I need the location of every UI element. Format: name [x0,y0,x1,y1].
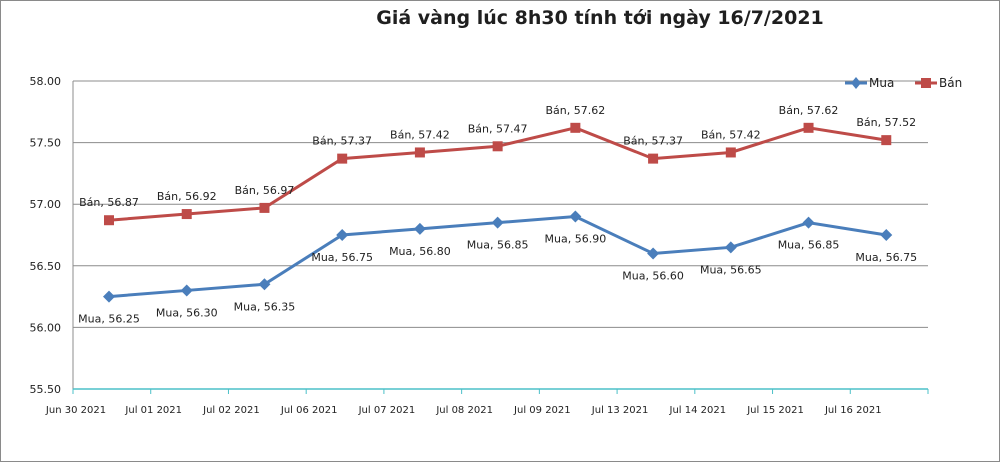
y-tick-label: 55.50 [30,383,62,396]
data-label: Bán, 57.37 [312,135,372,148]
data-label: Mua, 56.85 [467,239,529,252]
data-point [180,284,193,297]
data-label: Bán, 57.62 [545,104,605,117]
x-tick-label: Jul 06 2021 [280,405,338,416]
data-point [569,210,582,223]
data-point [647,247,660,260]
data-point [648,153,659,164]
data-point [413,222,426,235]
data-point [803,122,814,133]
y-tick-label: 56.00 [30,321,62,334]
x-tick-label: Jul 15 2021 [746,405,804,416]
y-tick-label: 57.50 [30,137,62,150]
data-label: Mua, 56.85 [778,239,840,252]
data-point [570,122,581,133]
data-label: Bán, 56.92 [157,190,217,203]
x-tick-label: Jul 08 2021 [435,405,493,416]
data-point [802,216,815,229]
legend-label: Bán [939,76,962,90]
data-label: Bán, 57.42 [390,128,450,141]
data-label: Mua, 56.65 [700,263,762,276]
data-label: Mua, 56.60 [622,269,684,282]
data-label: Bán, 57.42 [701,128,761,141]
data-label: Mua, 56.30 [156,306,218,319]
data-label: Mua, 56.75 [855,251,917,264]
data-point [103,290,115,303]
x-tick-label: Jul 07 2021 [358,405,416,416]
legend-marker [921,78,931,88]
legend-marker [851,77,861,89]
data-label: Bán, 56.87 [79,196,139,209]
data-point [337,153,348,164]
data-point [104,215,114,226]
data-label: Bán, 56.97 [235,184,295,197]
data-point [880,229,893,241]
data-point [725,147,736,158]
y-tick-label: 56.50 [30,260,62,273]
x-tick-label: Jul 16 2021 [824,405,882,416]
x-tick-label: Jul 02 2021 [202,405,260,416]
x-tick-label: Jul 13 2021 [591,405,649,416]
y-tick-label: 58.00 [30,75,62,88]
x-tick-label: Jul 01 2021 [124,405,182,416]
data-label: Bán, 57.47 [468,122,528,135]
data-label: Bán, 57.37 [623,135,683,148]
x-tick-label: Jul 14 2021 [669,405,727,416]
legend-label: Mua [869,76,894,90]
data-point [724,241,737,254]
chart-title: Giá vàng lúc 8h30 tính tới ngày 16/7/202… [376,7,824,29]
x-tick-label: Jul 09 2021 [513,405,571,416]
data-label: Mua, 56.80 [389,245,451,258]
data-label: Mua, 56.25 [78,313,140,326]
data-label: Mua, 56.75 [311,251,373,264]
y-tick-label: 57.00 [30,198,62,211]
data-label: Mua, 56.35 [234,300,296,313]
data-point [181,209,192,220]
data-point [258,278,271,291]
data-point [336,229,349,241]
data-point [414,147,425,158]
data-label: Bán, 57.62 [779,104,839,117]
data-point [259,202,270,213]
data-label: Mua, 56.90 [545,233,607,246]
data-point [881,135,892,146]
x-tick-label: Jun 30 2021 [45,405,106,416]
data-label: Bán, 57.52 [856,116,916,129]
data-point [491,216,504,229]
data-point [492,141,503,152]
